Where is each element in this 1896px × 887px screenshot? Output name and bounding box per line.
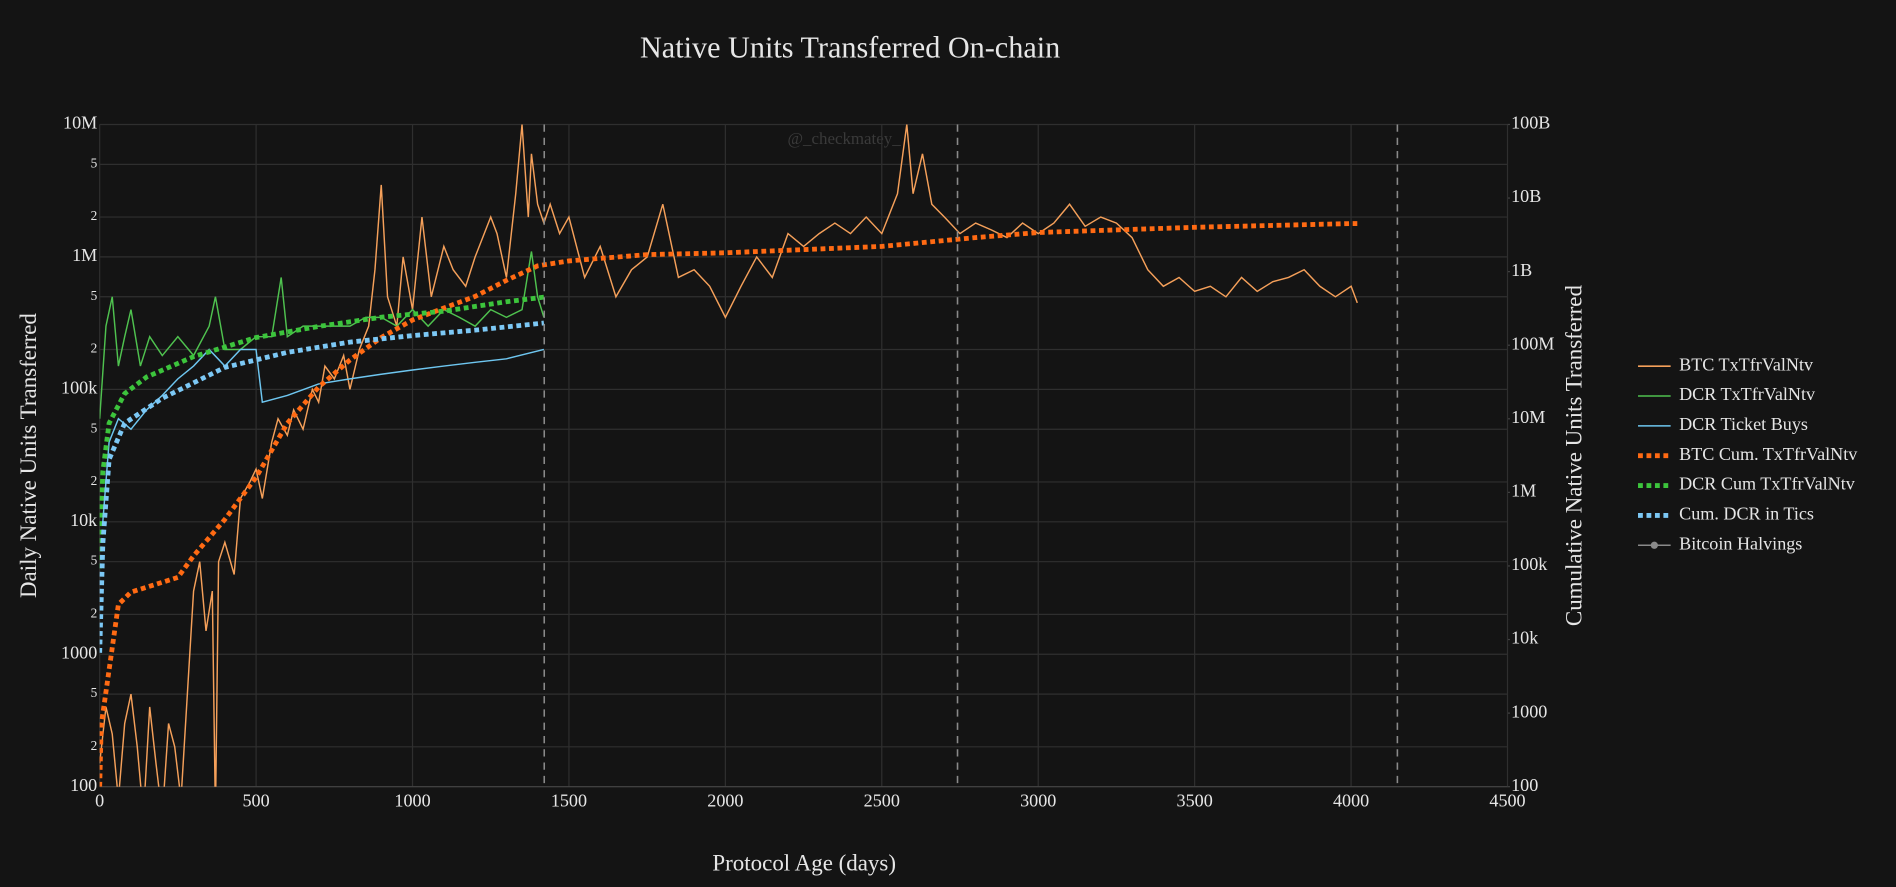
legend-label: DCR Cum TxTfrValNtv xyxy=(1679,474,1856,494)
legend-label: BTC TxTfrValNtv xyxy=(1679,354,1814,374)
legend-label: BTC Cum. TxTfrValNtv xyxy=(1679,444,1858,464)
y-tick-label: 5 xyxy=(91,155,98,170)
x-tick-label: 2000 xyxy=(707,791,743,811)
x-tick-label: 2500 xyxy=(864,791,900,811)
y-tick-label: 100k xyxy=(61,378,98,398)
y-tick-label: 2 xyxy=(91,605,98,620)
y2-tick-label: 10B xyxy=(1511,186,1541,206)
series-line xyxy=(99,251,545,419)
legend-label: Bitcoin Halvings xyxy=(1679,533,1802,553)
y2-tick-label: 100k xyxy=(1511,554,1548,574)
legend-label: Cum. DCR in Tics xyxy=(1679,504,1814,524)
series-line xyxy=(99,221,1358,787)
y2-axis-title: Cumulative Native Units Transferred xyxy=(1562,285,1587,627)
legend-marker xyxy=(1650,541,1658,549)
chart-title: Native Units Transferred On-chain xyxy=(640,31,1060,65)
y-tick-label: 5 xyxy=(91,553,98,568)
plot-area xyxy=(99,124,1358,787)
y2-tick-label: 1000 xyxy=(1511,701,1547,721)
series-line xyxy=(99,294,545,569)
y-tick-label: 2 xyxy=(91,473,98,488)
x-tick-label: 4000 xyxy=(1333,791,1369,811)
y-tick-label: 2 xyxy=(91,208,98,223)
series-line xyxy=(102,348,545,522)
y-tick-label: 10M xyxy=(63,113,97,133)
y2-tick-label: 100B xyxy=(1511,113,1550,133)
x-axis-title: Protocol Age (days) xyxy=(712,851,896,876)
y-tick-label: 100 xyxy=(70,775,97,795)
x-tick-label: 1500 xyxy=(551,791,587,811)
y2-tick-label: 1M xyxy=(1511,481,1536,501)
series-line xyxy=(99,320,545,653)
y-tick-label: 1000 xyxy=(61,642,97,662)
y-tick-label: 2 xyxy=(91,738,98,753)
y2-tick-label: 10k xyxy=(1511,628,1539,648)
y-tick-label: 2 xyxy=(91,341,98,356)
legend-label: DCR TxTfrValNtv xyxy=(1679,384,1816,404)
y-tick-label: 1M xyxy=(72,245,97,265)
y-axis-title: Daily Native Units Transferred xyxy=(16,313,41,598)
legend-label: DCR Ticket Buys xyxy=(1679,414,1808,434)
x-tick-label: 1000 xyxy=(394,791,430,811)
y2-tick-label: 10M xyxy=(1511,407,1545,427)
x-tick-label: 4500 xyxy=(1489,791,1525,811)
watermark: @_checkmatey_ xyxy=(787,129,901,148)
x-tick-label: 3000 xyxy=(1020,791,1056,811)
y-tick-label: 5 xyxy=(91,420,98,435)
y-tick-label: 5 xyxy=(91,685,98,700)
y-tick-label: 10k xyxy=(70,510,98,530)
x-tick-label: 500 xyxy=(243,791,270,811)
y2-tick-label: 1B xyxy=(1511,260,1532,280)
series-line xyxy=(99,124,1358,787)
x-tick-label: 0 xyxy=(95,791,104,811)
y-tick-label: 5 xyxy=(91,288,98,303)
y2-tick-label: 100 xyxy=(1511,775,1538,795)
y2-tick-label: 100M xyxy=(1511,333,1554,353)
x-tick-label: 3500 xyxy=(1177,791,1213,811)
